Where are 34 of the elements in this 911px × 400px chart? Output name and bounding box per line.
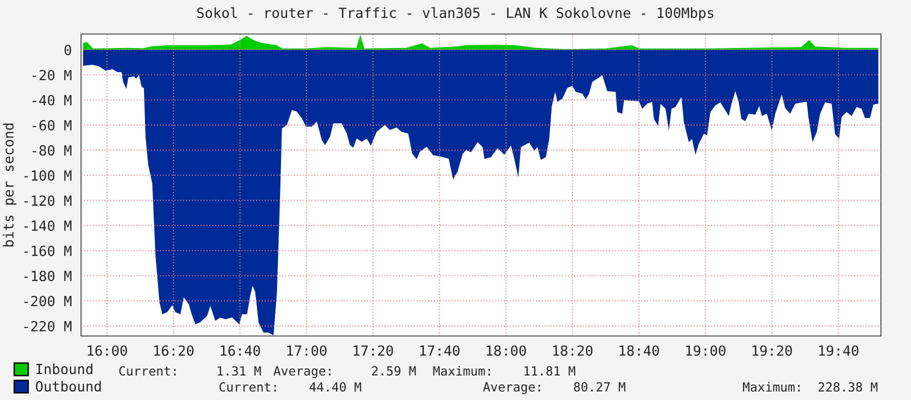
y-tick-label: -160 M [24, 246, 72, 256]
y-tick-label: -20 M [32, 70, 72, 80]
legend-label: Inbound [36, 364, 92, 374]
y-tick-label: -80 M [32, 145, 72, 156]
x-tick-label: 16:40 [220, 345, 260, 356]
x-tick-label: 18:40 [620, 345, 659, 356]
x-tick-label: 17:00 [287, 345, 326, 356]
x-tick-label: 19:40 [819, 345, 858, 356]
x-tick-label: 18:00 [486, 345, 526, 356]
text: Maximum: 228.38 M [742, 382, 878, 392]
x-tick-label: 19:00 [686, 345, 726, 356]
y-tick-label: -180 M [24, 270, 72, 282]
text: Current: 44.40 M [219, 382, 362, 392]
y-axis-title: bits per second [2, 124, 16, 246]
y-tick-label: -140 M [24, 220, 72, 232]
x-tick-label: 19:20 [752, 345, 792, 356]
y-tick-label: -100 M [24, 170, 72, 181]
x-tick-label: 17:20 [354, 345, 393, 356]
y-tick-label: -200 M [24, 296, 72, 306]
x-tick-label: 16:00 [88, 345, 128, 356]
text: Maximum: 11.81 M [433, 366, 576, 376]
x-tick-label: 17:40 [420, 345, 460, 356]
x-tick-label: 18:20 [553, 345, 592, 356]
y-tick-label: -40 M [32, 94, 72, 106]
text: Average: 2.59 M [274, 366, 416, 378]
x-tick-label: 16:20 [154, 345, 194, 356]
y-tick-label: -60 M [32, 120, 72, 131]
legend-label: Outbound [36, 380, 101, 392]
text: Current: 1.31 M [119, 366, 261, 376]
y-tick-label: -220 M [24, 320, 72, 332]
chart-title: Sokol - router - Traffic - vlan305 - LAN K Sokolovne - 100Mbps [197, 7, 714, 21]
text: Average: 80.27 M [483, 382, 626, 394]
y-tick-label: -120 M [24, 195, 72, 206]
y-tick-label: 0 [64, 44, 72, 56]
